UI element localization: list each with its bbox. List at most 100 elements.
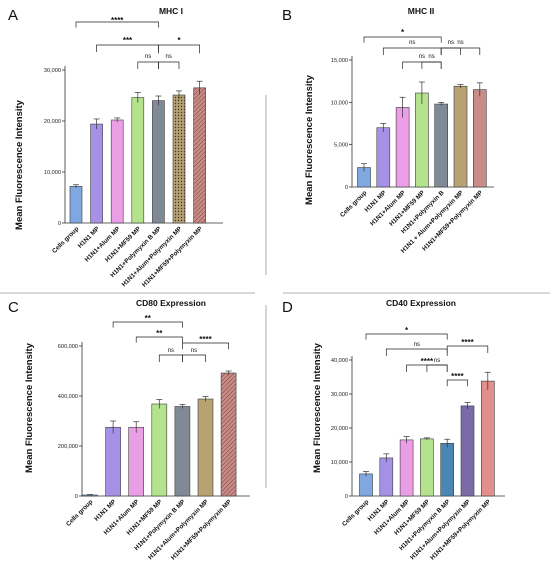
significance-bracket (158, 61, 180, 69)
y-axis-label: Mean Fluorescence Intensity (14, 99, 25, 230)
y-tick-label: 10,000 (331, 460, 348, 466)
bar (69, 185, 83, 224)
bar (480, 380, 495, 497)
y-tick-label: 0 (75, 494, 78, 500)
significance-label: **** (451, 372, 464, 381)
significance-label: ns (409, 40, 415, 46)
significance-bracket (158, 354, 183, 362)
bar (193, 87, 206, 224)
significance-bracket (440, 47, 461, 55)
bar (152, 100, 165, 224)
y-tick-label: 0 (58, 221, 61, 227)
bar (105, 426, 121, 497)
bar (453, 85, 468, 188)
bar (174, 406, 191, 497)
y-tick-label: 15,000 (331, 58, 348, 64)
y-axis-label: Mean Fluorescence Intensity (312, 342, 323, 473)
y-axis-label: Mean Fluorescence Intensity (24, 342, 35, 473)
significance-label: ns (414, 342, 420, 348)
significance-label: *** (123, 36, 133, 45)
significance-bracket (365, 333, 448, 340)
panel-d: D CD40 Expression Mean Fluorescence Intens… (282, 298, 505, 562)
bar (440, 442, 455, 497)
chart-title: CD40 Expression (386, 298, 456, 308)
bar (379, 457, 394, 497)
significance-bracket (446, 345, 489, 353)
significance-label: ns (428, 54, 434, 60)
significance-label: ns (166, 54, 172, 60)
x-tick-label: Cells group (65, 498, 95, 528)
significance-label: ns (434, 358, 440, 364)
x-tick-label: Cells group (341, 498, 371, 528)
y-tick-label: 10,000 (44, 170, 61, 176)
bar (131, 97, 145, 224)
bar (197, 398, 214, 497)
significance-bracket (363, 36, 442, 43)
bar (460, 405, 475, 497)
y-tick-label: 5,000 (334, 143, 348, 149)
y-tick-label: 200,000 (58, 444, 78, 450)
bar (415, 92, 429, 188)
significance-label: ns (448, 40, 454, 46)
significance-bracket (158, 44, 200, 54)
panel-a: A MHC I Mean Fluorescence Intensity 0 10,000… (8, 6, 223, 289)
significance-label: ns (191, 348, 197, 354)
significance-label: * (405, 326, 409, 335)
chart-title: CD80 Expression (136, 298, 206, 308)
bar (151, 403, 168, 497)
significance-label: ** (145, 314, 152, 323)
chart-title: MHC I (159, 6, 183, 16)
significance-label: **** (421, 357, 434, 366)
y-axis-label: Mean Fluorescence Intensity (304, 74, 315, 205)
bar (110, 119, 124, 224)
x-tick-label: Cells group (339, 189, 369, 219)
significance-bracket (75, 21, 159, 28)
x-tick-label: H1N1+MF59 MP (393, 498, 431, 536)
significance-label: ns (168, 348, 174, 354)
panel-letter: C (8, 299, 19, 316)
bar (128, 426, 144, 497)
bar (90, 123, 103, 224)
significance-label: * (401, 28, 405, 37)
bar (472, 89, 487, 188)
bar (434, 103, 449, 188)
panel-letter: B (282, 7, 292, 24)
significance-bracket (96, 44, 159, 52)
y-tick-label: 0 (345, 494, 348, 500)
bar (220, 372, 237, 497)
panel-b: B MHC II Mean Fluorescence Intensity 0 5,000… (282, 6, 494, 255)
significance-label: **** (461, 338, 474, 347)
chart-title: MHC II (408, 6, 434, 16)
y-tick-label: 10,000 (331, 100, 348, 106)
significance-label: * (177, 36, 181, 45)
bar (376, 127, 391, 188)
bar (395, 107, 410, 188)
significance-label: ns (419, 54, 425, 60)
significance-label: ns (145, 54, 151, 60)
significance-bracket (421, 61, 442, 69)
significance-bracket (446, 379, 468, 387)
significance-bracket (385, 348, 448, 356)
significance-bracket (112, 321, 183, 328)
y-tick-label: 30,000 (331, 392, 348, 398)
y-tick-label: 20,000 (44, 119, 61, 125)
significance-bracket (182, 354, 206, 362)
y-tick-label: 600,000 (58, 344, 78, 350)
panel-letter: D (282, 299, 293, 316)
bar (359, 473, 373, 497)
panel-letter: A (8, 7, 18, 24)
bar (172, 94, 186, 224)
significance-label: ns (457, 40, 463, 46)
bar (399, 439, 414, 497)
y-tick-label: 400,000 (58, 394, 78, 400)
y-tick-label: 0 (345, 185, 348, 191)
significance-label: **** (199, 335, 212, 344)
x-tick-label: Cells group (51, 225, 81, 255)
panel-c: C CD80 Expression Mean Fluorescence Intens… (8, 298, 250, 562)
bar (420, 438, 434, 497)
significance-label: **** (111, 16, 124, 25)
significance-label: ** (156, 329, 163, 338)
y-tick-label: 40,000 (331, 358, 348, 364)
significance-bracket (440, 47, 481, 55)
